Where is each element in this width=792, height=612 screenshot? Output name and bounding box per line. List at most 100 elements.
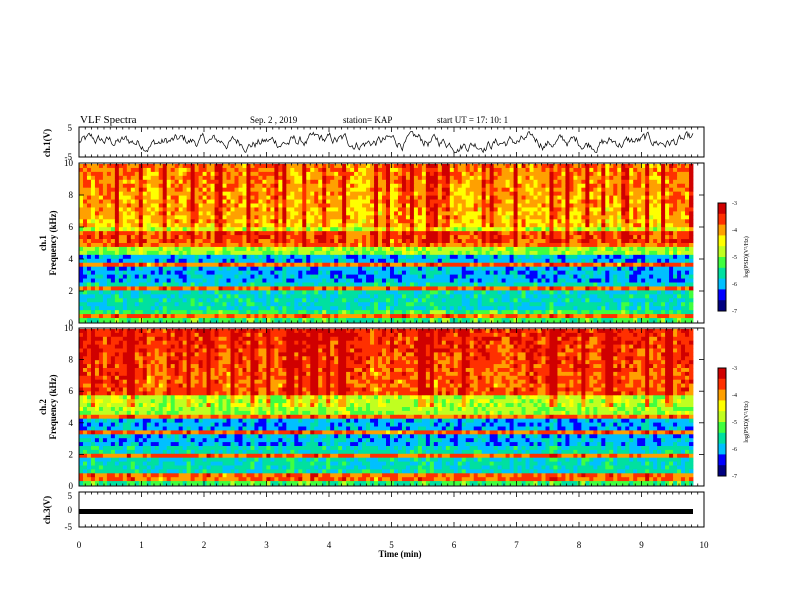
spectrogram-cell: [617, 219, 622, 224]
spectrogram-cell: [417, 211, 423, 216]
spectrogram-cell: [294, 191, 299, 196]
spectrogram-cell: [366, 231, 371, 236]
spectrogram-cell: [609, 175, 614, 181]
spectrogram-cell: [389, 250, 395, 256]
spectrogram-cell: [561, 246, 566, 252]
spectrogram-cell: [366, 183, 371, 189]
spectrogram-cell: [473, 199, 479, 204]
spectrogram-cell: [282, 266, 287, 272]
spectrogram-cell: [118, 246, 124, 252]
spectrogram-cell: [118, 211, 124, 216]
spectrogram-cell: [86, 231, 92, 236]
spectrogram-cell: [382, 171, 387, 177]
spectrogram-cell: [569, 274, 574, 279]
spectrogram-cell: [465, 164, 471, 169]
spectrogram-cell: [338, 274, 343, 279]
spectrogram-cell: [493, 175, 499, 181]
spectrogram-cell: [665, 195, 670, 200]
spectrogram-cell: [254, 286, 259, 291]
spectrogram-cell: [429, 262, 435, 268]
spectrogram-cell: [266, 187, 271, 193]
spectrogram-cell: [382, 282, 387, 287]
spectrogram-cell: [637, 227, 642, 232]
spectrogram-cell: [473, 223, 479, 228]
spectrogram-cell: [202, 246, 207, 252]
spectrogram-cell: [214, 223, 219, 228]
spectrogram-cell: [389, 239, 395, 244]
spectrogram-cell: [354, 175, 359, 181]
spectrogram-cell: [445, 262, 451, 268]
spectrogram-cell: [405, 187, 411, 193]
spectrogram-cell: [485, 215, 491, 220]
spectrogram-cell: [158, 171, 164, 177]
spectrogram-cell: [138, 167, 144, 173]
spectrogram-cell: [274, 266, 279, 272]
spectrogram-cell: [386, 231, 391, 236]
spectrogram-cell: [278, 164, 283, 169]
spectrogram-cell: [653, 254, 658, 260]
spectrogram-cell: [537, 278, 542, 283]
spectrogram-cell: [90, 164, 96, 169]
spectrogram-cell: [581, 254, 586, 260]
spectrogram-cell: [290, 239, 295, 244]
spectrogram-cell: [310, 219, 315, 224]
spectrogram-cell: [202, 262, 207, 268]
spectrogram-cell: [649, 250, 654, 256]
spectrogram-cell: [330, 187, 335, 193]
spectrogram-cell: [429, 270, 435, 275]
spectrogram-cell: [86, 223, 92, 228]
spectrogram-cell: [290, 250, 295, 256]
spectrogram-cell: [262, 250, 267, 256]
spectrogram-cell: [86, 235, 92, 240]
spectrogram-cell: [433, 167, 439, 173]
spectrogram-cell: [561, 231, 566, 236]
spectrogram-cell: [517, 203, 522, 208]
spectrogram-cell: [138, 274, 144, 279]
spectrogram-cell: [453, 266, 459, 272]
spectrogram-cell: [541, 211, 546, 216]
spectrogram-cell: [641, 270, 646, 275]
spectrogram-cell: [206, 195, 211, 200]
spectrogram-cell: [609, 207, 614, 212]
spectrogram-cell: [114, 199, 120, 204]
spectrogram-cell: [298, 195, 303, 200]
spectrogram-cell: [330, 286, 335, 291]
spectrogram-cell: [545, 167, 550, 173]
spectrogram-cell: [242, 239, 247, 244]
spectrogram-cell: [178, 235, 184, 240]
spectrogram-cell: [246, 179, 251, 185]
spectrogram-cell: [262, 239, 267, 244]
spectrogram-cell: [250, 286, 255, 291]
spectrogram-cell: [334, 235, 339, 240]
spectrogram-cell: [493, 223, 499, 228]
spectrogram-cell: [677, 187, 682, 193]
spectrogram-cell: [79, 219, 84, 224]
spectrogram-cell: [178, 231, 184, 236]
spectrogram-cell: [378, 227, 383, 232]
spectrogram-cell: [178, 227, 184, 232]
spectrogram-cell: [314, 235, 319, 240]
spectrogram-cell: [661, 195, 666, 200]
spectrogram-cell: [421, 266, 427, 272]
spectrogram-cell: [409, 246, 415, 252]
spectrogram-cell: [362, 203, 367, 208]
spectrogram-cell: [154, 235, 160, 240]
spectrogram-cell: [222, 250, 227, 256]
spectrogram-cell: [314, 223, 319, 228]
spectrogram-cell: [593, 187, 598, 193]
spectrogram-cell: [469, 262, 475, 268]
spectrogram-cell: [605, 286, 610, 291]
spectrogram-cell: [393, 191, 399, 196]
spectrogram-cell: [338, 207, 343, 212]
spectrogram-cell: [82, 266, 88, 272]
spectrogram-cell: [186, 175, 192, 181]
spectrogram-cell: [206, 167, 211, 173]
spectrogram-cell: [393, 254, 399, 260]
spectrogram-cell: [114, 254, 120, 260]
spectrogram-cell: [90, 239, 96, 244]
spectrogram-cell: [597, 239, 602, 244]
spectrogram-cell: [150, 223, 156, 228]
spectrogram-cell: [397, 179, 403, 185]
spectrogram-cell: [545, 211, 550, 216]
spectrogram-cell: [258, 258, 263, 264]
